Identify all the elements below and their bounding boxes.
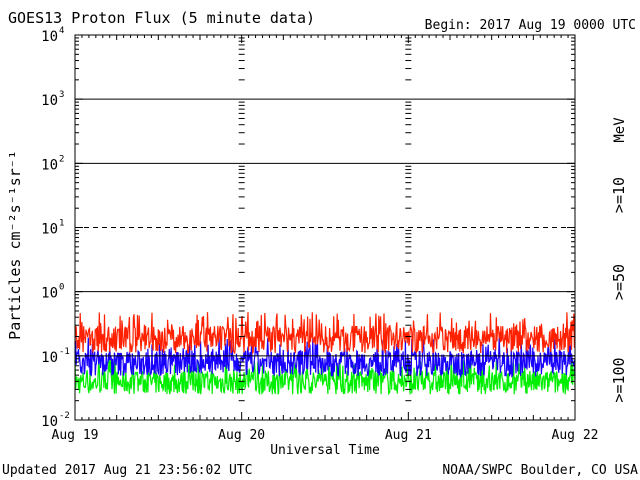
y-tick-label-base: 10	[41, 93, 58, 109]
legend-entry: >=100	[610, 357, 628, 402]
y-tick-label-base: 10	[41, 414, 58, 430]
legend-entry: >=10	[610, 177, 628, 213]
y-tick-label-exponent: 2	[59, 154, 64, 164]
y-tick-label-exponent: -2	[59, 411, 70, 421]
series-line	[74, 359, 576, 396]
updated-timestamp: Updated 2017 Aug 21 23:56:02 UTC	[2, 463, 252, 478]
y-tick-label-exponent: 0	[59, 283, 64, 293]
y-tick-label-base: 10	[41, 350, 58, 366]
x-tick-label: Aug 20	[218, 428, 265, 443]
unit-label: MeV	[612, 117, 628, 143]
plot-frame	[74, 34, 576, 421]
chart-title: GOES13 Proton Flux (5 minute data)	[8, 9, 315, 27]
data-source: NOAA/SWPC Boulder, CO USA	[442, 463, 638, 478]
series-layer	[74, 312, 576, 396]
x-tick-label: Aug 19	[52, 428, 99, 443]
x-tick-label: Aug 21	[385, 428, 432, 443]
begin-label: Begin: 2017 Aug 19 0000 UTC	[425, 18, 636, 33]
y-tick-label-exponent: 4	[59, 26, 64, 36]
series-line	[74, 336, 576, 379]
y-axis-label: Particles cm⁻²s⁻¹sr⁻¹	[6, 150, 24, 340]
series-line	[74, 312, 576, 355]
x-tick-labels: Aug 19 Aug 20 Aug 21 Aug 22	[52, 428, 599, 443]
y-tick-label-exponent: 3	[59, 90, 64, 100]
y-tick-label-exponent: 1	[59, 219, 64, 229]
legend: >=10 >=50 >=100	[610, 177, 628, 403]
y-tick-label-base: 10	[41, 29, 58, 45]
y-tick-label-base: 10	[41, 157, 58, 173]
y-tick-label-base: 10	[41, 286, 58, 302]
x-tick-label: Aug 22	[552, 428, 599, 443]
y-tick-label-base: 10	[41, 222, 58, 238]
legend-entry: >=50	[610, 264, 628, 300]
x-axis-label: Universal Time	[270, 443, 380, 458]
y-tick-label-exponent: -1	[59, 347, 70, 357]
